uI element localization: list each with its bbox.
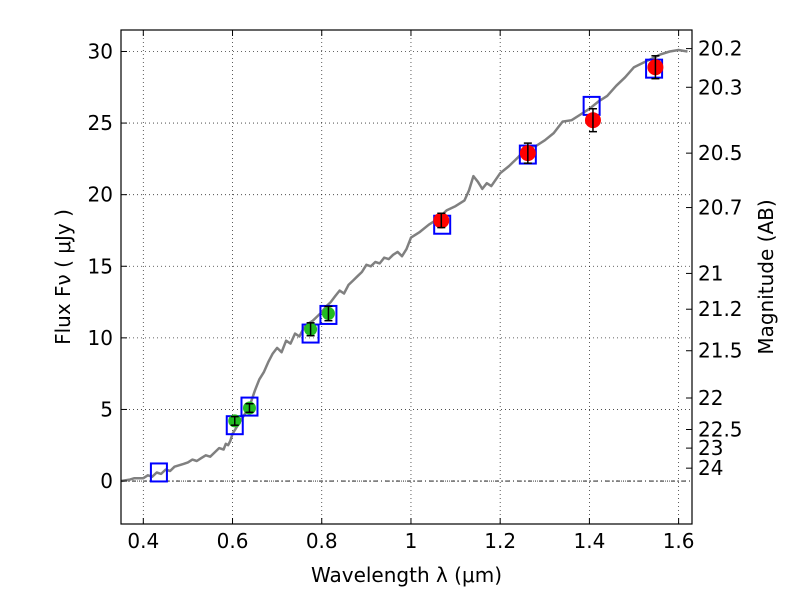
y2-tick-label: 20.5: [698, 141, 743, 165]
x-tick-label: 0.6: [217, 529, 249, 553]
plot-frame: [120, 29, 693, 525]
model-spectrum-line: [121, 48, 688, 483]
grid-lines: [121, 30, 692, 524]
y2-tick-label: 21.2: [698, 297, 743, 321]
y2-axis-label: Magnitude (AB): [754, 199, 778, 354]
x-axis: 0.4 0.6 0.8 1 1.2 1.4 1.6: [127, 30, 695, 553]
x-tick-label: 0.8: [306, 529, 338, 553]
y2-tick-label: 20.3: [698, 75, 743, 99]
plot-content: [121, 48, 688, 483]
y-tick-label: 30: [88, 39, 113, 63]
y-tick-label: 15: [88, 254, 113, 278]
y-axis-label: Flux Fν ( μJy ): [51, 209, 75, 345]
y2-tick-label: 22: [698, 386, 723, 410]
x-tick-label: 1.2: [484, 529, 516, 553]
x-tick-label: 0.4: [127, 529, 159, 553]
y2-tick-label: 23: [698, 436, 723, 460]
y2-tick-label: 20.2: [698, 37, 743, 61]
model-box-marker: [240, 396, 259, 417]
y2-tick-label: 24: [698, 456, 723, 480]
model-box-marker: [149, 462, 168, 483]
plot-area: [121, 48, 688, 483]
y-tick-label: 25: [88, 111, 113, 135]
x-tick-label: 1: [405, 529, 418, 553]
y-tick-label: 20: [88, 183, 113, 207]
x-tick-label: 1.4: [573, 529, 605, 553]
x-tick-label: 1.6: [663, 529, 695, 553]
y-axis-left: 0 5 10 15 20 25 30: [88, 39, 127, 493]
y-tick-label: 5: [100, 397, 113, 421]
y2-tick-label: 20.7: [698, 196, 743, 220]
y-tick-label: 0: [100, 469, 113, 493]
y-tick-label: 10: [88, 326, 113, 350]
y2-tick-label: 22.5: [698, 417, 743, 441]
y2-tick-label: 21.5: [698, 339, 743, 363]
y2-tick-label: 21: [698, 261, 723, 285]
x-axis-label: Wavelength λ (μm): [311, 563, 502, 587]
